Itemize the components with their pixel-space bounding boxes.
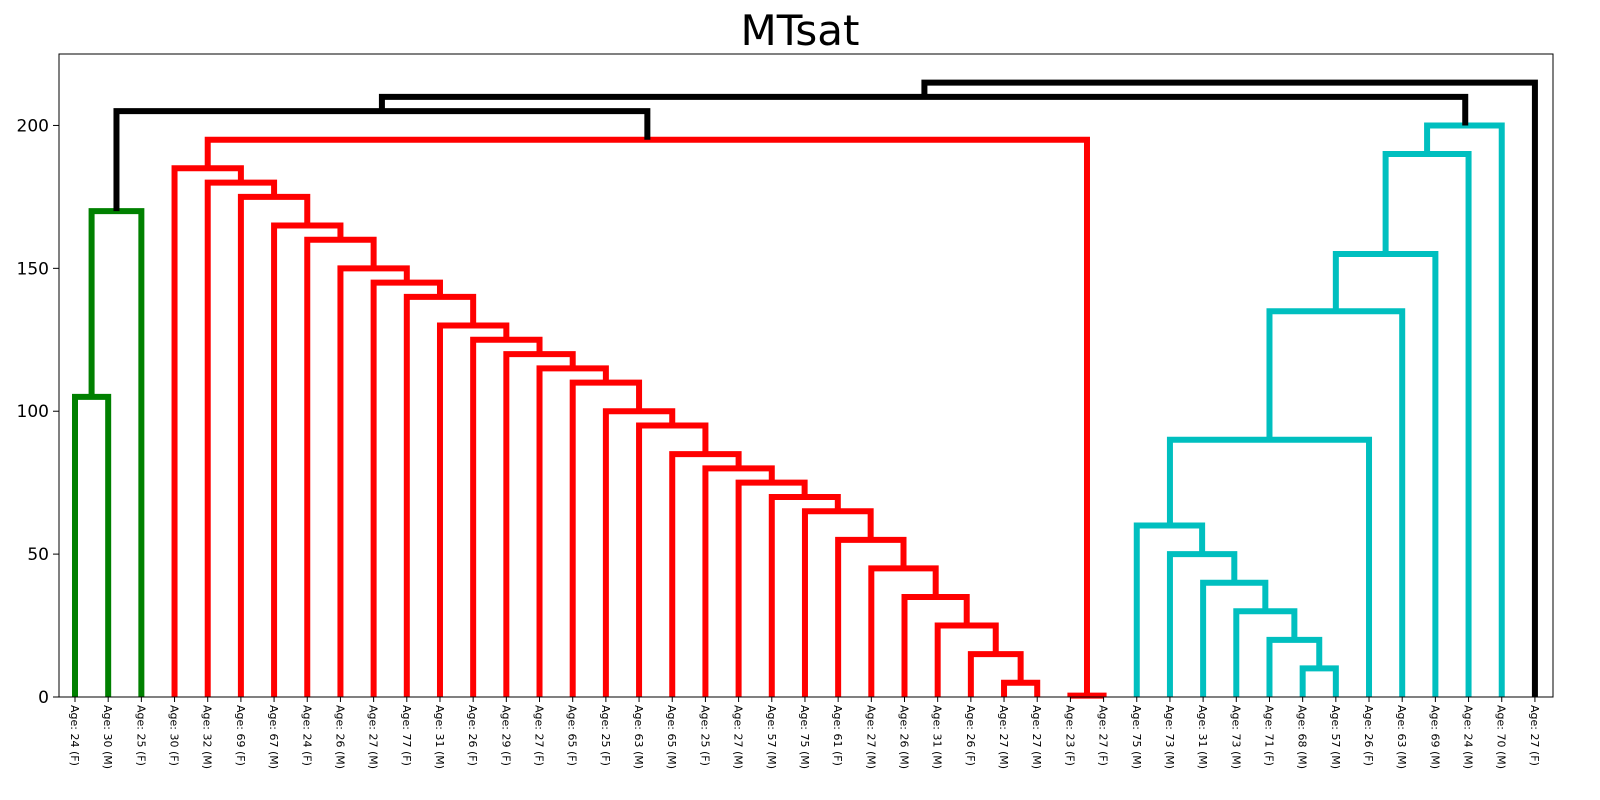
dendrogram-link-39 <box>1382 151 1472 697</box>
dendrogram-link-17 <box>503 351 576 697</box>
leaf-label: Age: 68 (M) <box>1296 705 1309 769</box>
dendrogram-link-33 <box>1200 579 1269 697</box>
leaf-label: Age: 67 (M) <box>267 705 280 769</box>
leaf-label: Age: 57 (M) <box>1329 705 1342 769</box>
leaf-label: Age: 63 (M) <box>1395 705 1408 769</box>
leaf-label: Age: 26 (F) <box>466 705 479 766</box>
dendrogram-link-12 <box>669 451 742 697</box>
leaf-label: Age: 24 (M) <box>1462 705 1475 769</box>
leaf-label: Age: 57 (M) <box>765 705 778 769</box>
dendrogram-link-42 <box>378 93 1469 126</box>
leaf-label: Age: 73 (M) <box>1229 705 1242 769</box>
dendrogram-link-41 <box>113 108 651 212</box>
leaf-label: Age: 65 (F) <box>566 705 579 766</box>
dendrogram-link-24 <box>271 222 344 697</box>
dendrogram-link-4 <box>934 622 999 697</box>
dendrogram-link-38 <box>1332 251 1439 697</box>
dendrogram-link-9 <box>768 493 841 697</box>
y-tick-label: 100 <box>17 402 49 422</box>
leaf-label: Age: 29 (F) <box>499 705 512 766</box>
dendrogram-link-30 <box>1299 665 1339 697</box>
leaf-label: Age: 27 (M) <box>1030 705 1043 769</box>
dendrogram-link-32 <box>1233 608 1298 697</box>
leaf-label: Age: 27 (M) <box>732 705 745 769</box>
dendrogram-link-5 <box>901 593 970 697</box>
leaf-label: Age: 23 (F) <box>1063 705 1076 766</box>
leaf-label: Age: 75 (M) <box>1130 705 1143 769</box>
leaf-label: Age: 31 (M) <box>433 705 446 769</box>
dendrogram-link-3 <box>967 651 1024 697</box>
leaf-label: Age: 30 (M) <box>101 705 114 769</box>
y-tick-label: 150 <box>17 259 49 279</box>
leaf-label: Age: 75 (M) <box>798 705 811 769</box>
dendrogram-link-16 <box>536 365 609 697</box>
leaf-label: Age: 27 (M) <box>997 705 1010 769</box>
dendrogram-link-10 <box>735 479 808 697</box>
plot-frame <box>58 53 1554 698</box>
leaf-label: Age: 27 (F) <box>1528 705 1541 766</box>
leaf-label: Age: 25 (F) <box>134 705 147 766</box>
dendrogram-link-25 <box>237 193 311 697</box>
leaf-label: Age: 69 (F) <box>234 705 247 766</box>
leaf-label: Age: 25 (F) <box>698 705 711 766</box>
leaf-label: Age: 73 (M) <box>1163 705 1176 769</box>
leaf-label: Age: 70 (M) <box>1495 705 1508 769</box>
leaf-label: Age: 27 (M) <box>864 705 877 769</box>
y-tick-label: 0 <box>38 688 49 708</box>
chart-title: MTsat <box>740 6 860 55</box>
leaf-label: Age: 26 (M) <box>333 705 346 769</box>
leaf-label: Age: 26 (F) <box>964 705 977 766</box>
leaf-label: Age: 26 (F) <box>1362 705 1375 766</box>
leaf-label: Age: 27 (F) <box>1097 705 1110 766</box>
leaf-label: Age: 24 (F) <box>68 705 81 766</box>
leaf-label: Age: 30 (F) <box>168 705 181 766</box>
dendrogram-link-18 <box>470 336 543 697</box>
leaf-label: Age: 61 (F) <box>831 705 844 766</box>
dendrogram-link-0 <box>72 393 112 697</box>
leaf-label: Age: 65 (M) <box>665 705 678 769</box>
leaf-label: Age: 32 (M) <box>201 705 214 769</box>
dendrogram-link-43 <box>921 79 1538 697</box>
y-tick-label: 50 <box>27 545 49 565</box>
dendrogram-links <box>72 79 1538 699</box>
dendrogram-link-23 <box>304 236 377 697</box>
leaf-label: Age: 24 (F) <box>300 705 313 766</box>
leaf-label: Age: 27 (F) <box>533 705 546 766</box>
leaf-label: Age: 63 (M) <box>632 705 645 769</box>
y-tick-label: 200 <box>17 116 49 136</box>
leaf-label: Age: 25 (F) <box>599 705 612 766</box>
leaf-label: Age: 27 (M) <box>367 705 380 769</box>
dendrogram-link-19 <box>436 322 510 697</box>
leaf-label: Age: 77 (F) <box>400 705 413 766</box>
dendrogram-link-11 <box>702 465 775 697</box>
dendrogram-link-1 <box>88 208 145 697</box>
dendrogram-link-2 <box>1001 679 1041 697</box>
leaf-label: Age: 31 (M) <box>931 705 944 769</box>
leaf-label: Age: 31 (M) <box>1196 705 1209 769</box>
leaf-label: Age: 71 (F) <box>1262 705 1275 766</box>
leaf-label: Age: 69 (M) <box>1428 705 1441 769</box>
leaf-label: Age: 26 (M) <box>898 705 911 769</box>
